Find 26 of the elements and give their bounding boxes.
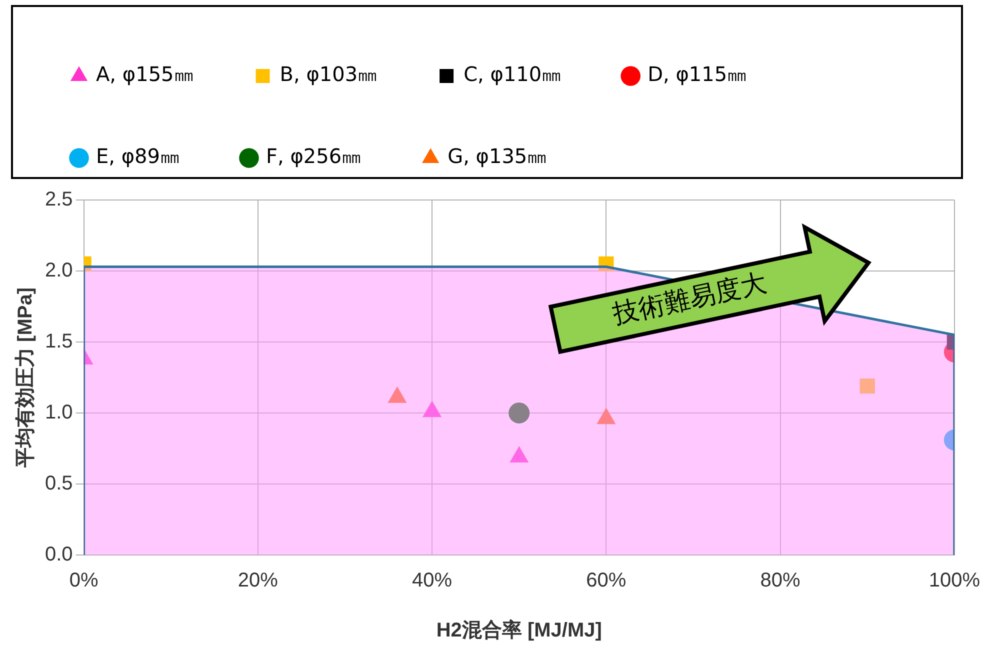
- x-tick-label: 0%: [69, 570, 98, 592]
- legend-label: C, φ110㎜: [464, 62, 562, 86]
- legend-label: A, φ155㎜: [96, 62, 194, 86]
- legend-label: B, φ103㎜: [280, 62, 378, 86]
- annotation: 技術難易度大: [609, 268, 770, 330]
- x-tick-label: 100%: [928, 570, 980, 592]
- y-tick-label: 2.0: [44, 260, 73, 282]
- y-tick-label: 1.0: [44, 402, 73, 424]
- point: [510, 446, 528, 463]
- x-tick-label: 40%: [412, 570, 452, 592]
- x-tick-label: 80%: [760, 570, 801, 592]
- y-axis-title: 平均有効圧力 [MPa]: [14, 288, 37, 468]
- legend-label: F, φ256㎜: [266, 144, 362, 168]
- point: [388, 386, 406, 403]
- y-tick-label: 2.5: [44, 188, 73, 211]
- x-tick-label: 20%: [238, 570, 278, 592]
- x-tick-label: 60%: [586, 570, 626, 592]
- legend-label: E, φ89㎜: [96, 144, 180, 168]
- x-axis-title: H2混合率 [MJ/MJ]: [436, 618, 602, 642]
- legend-label: D, φ115㎜: [648, 62, 748, 86]
- y-tick-label: 1.5: [44, 330, 73, 353]
- y-tick-label: 0.5: [44, 472, 73, 495]
- legend-label: G, φ135㎜: [448, 144, 548, 168]
- point: [597, 408, 616, 424]
- point: [422, 401, 442, 418]
- y-tick-label: 0.0: [44, 544, 73, 566]
